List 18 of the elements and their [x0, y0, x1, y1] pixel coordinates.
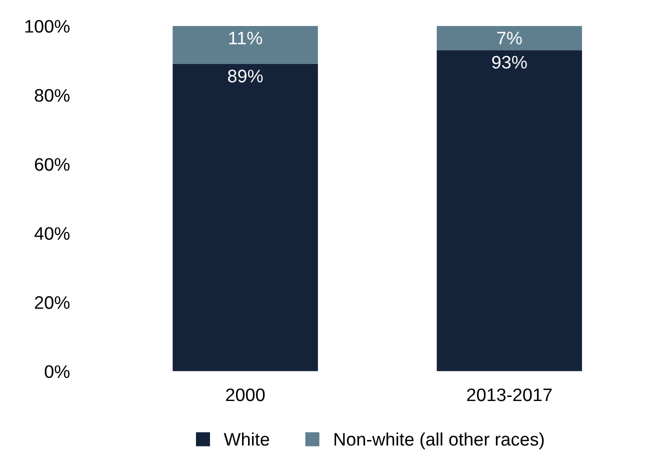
x-tick-label: 2000: [226, 388, 265, 402]
data-label: 11%: [229, 32, 262, 44]
bar: [436, 50, 582, 372]
y-tick-label: 0%: [44, 365, 70, 378]
y-tick-label: 60%: [34, 158, 70, 171]
y-tick-label: 20%: [34, 296, 70, 309]
bar: [172, 64, 318, 372]
y-tick-label: 40%: [34, 227, 70, 240]
x-tick-label: 2013-2017: [467, 388, 552, 402]
y-tick-label: 80%: [34, 89, 70, 102]
data-label: 93%: [492, 56, 527, 69]
data-label: 89%: [228, 70, 263, 82]
bar: [436, 26, 582, 50]
legend-label: Non-white (all other races): [334, 432, 544, 450]
legend-label: White: [224, 432, 270, 446]
y-tick-label: 100%: [25, 20, 70, 33]
data-label: 7%: [497, 32, 522, 44]
bar: [172, 26, 318, 64]
